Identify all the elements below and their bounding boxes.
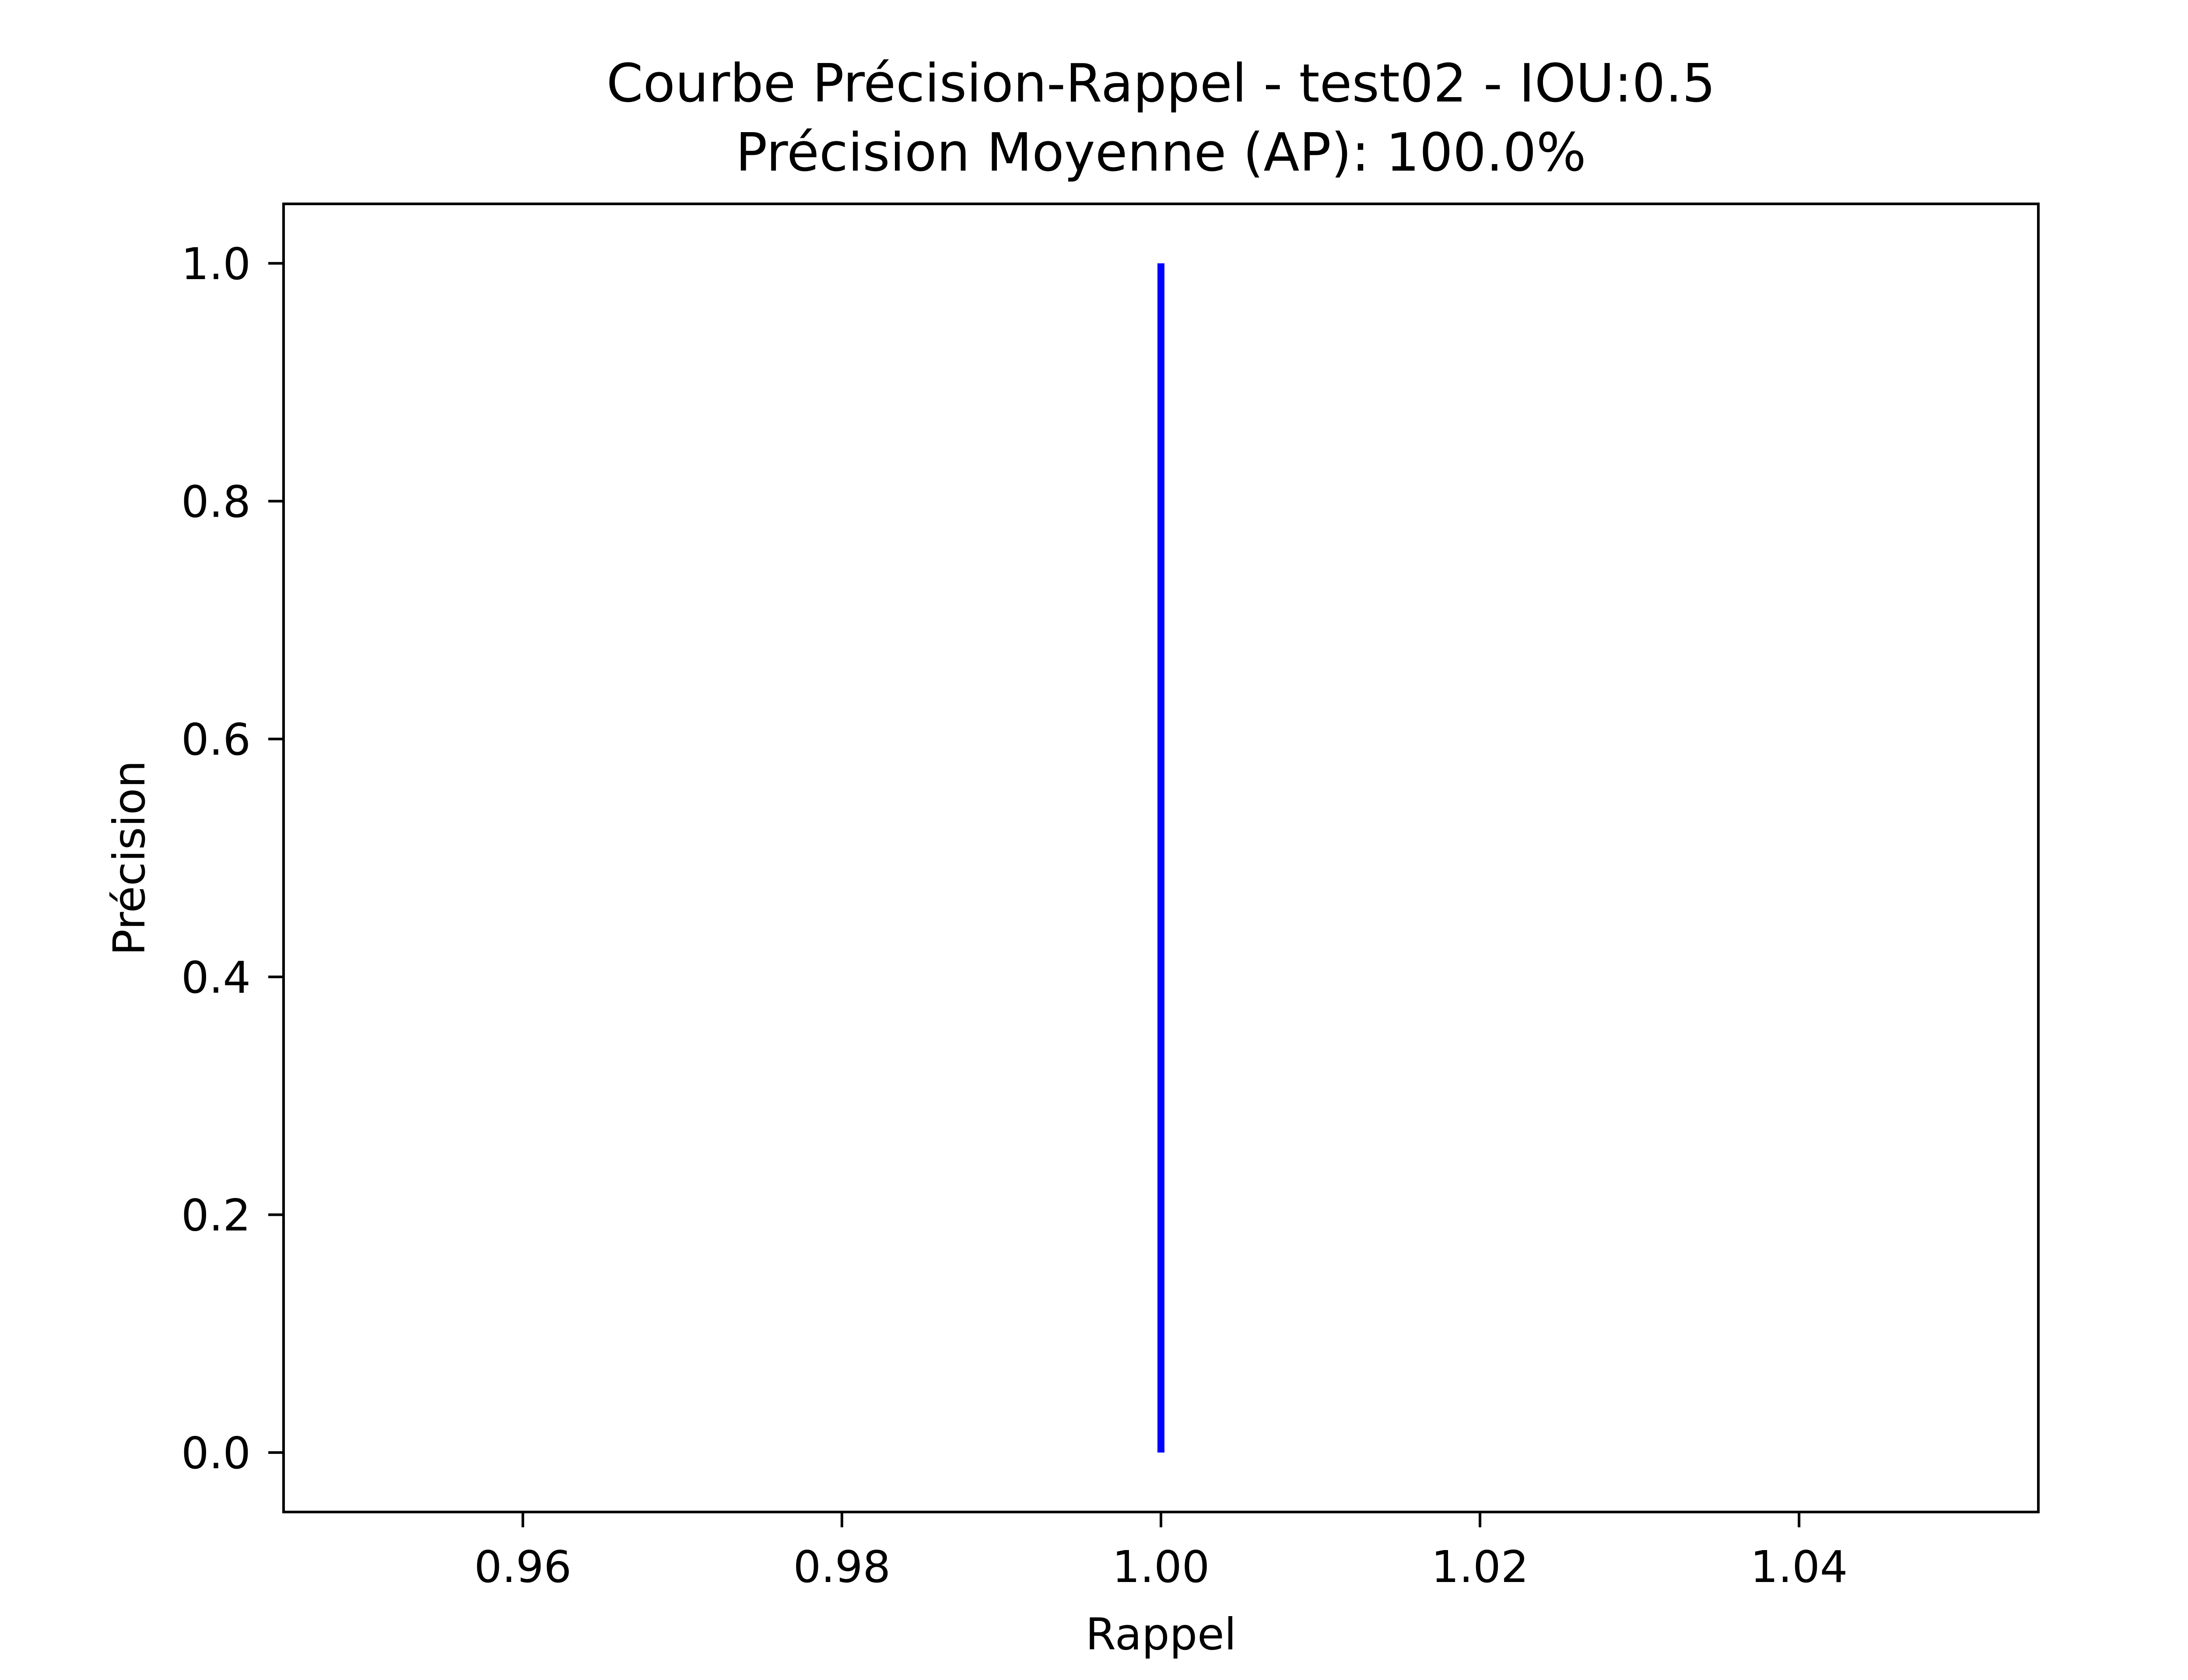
y-axis-label: Précision	[104, 760, 155, 956]
x-tick-label: 0.96	[474, 1541, 572, 1592]
x-tick-label: 0.98	[793, 1541, 891, 1592]
chart-title: Courbe Précision-Rappel - test02 - IOU:0…	[607, 53, 1716, 114]
y-tick-label: 0.4	[181, 952, 251, 1003]
x-axis-label: Rappel	[1086, 1609, 1237, 1660]
y-tick-label: 0.0	[181, 1428, 251, 1479]
y-tick-label: 0.6	[181, 714, 251, 765]
y-tick-label: 0.2	[181, 1190, 251, 1241]
x-tick-label: 1.04	[1750, 1541, 1848, 1592]
plot-frame	[282, 203, 2040, 1513]
y-tick-label: 0.8	[181, 476, 251, 528]
x-tick-label: 1.02	[1431, 1541, 1529, 1592]
x-tick-label: 1.00	[1112, 1541, 1210, 1592]
axis-ticks: 0.96 0.98 1.00 1.02 1.04 0.0 0.2 0.4 0.6 0.8 1.0	[181, 238, 1848, 1592]
y-tick-label: 1.0	[181, 238, 251, 290]
chart-subtitle: Précision Moyenne (AP): 100.0%	[736, 122, 1586, 183]
